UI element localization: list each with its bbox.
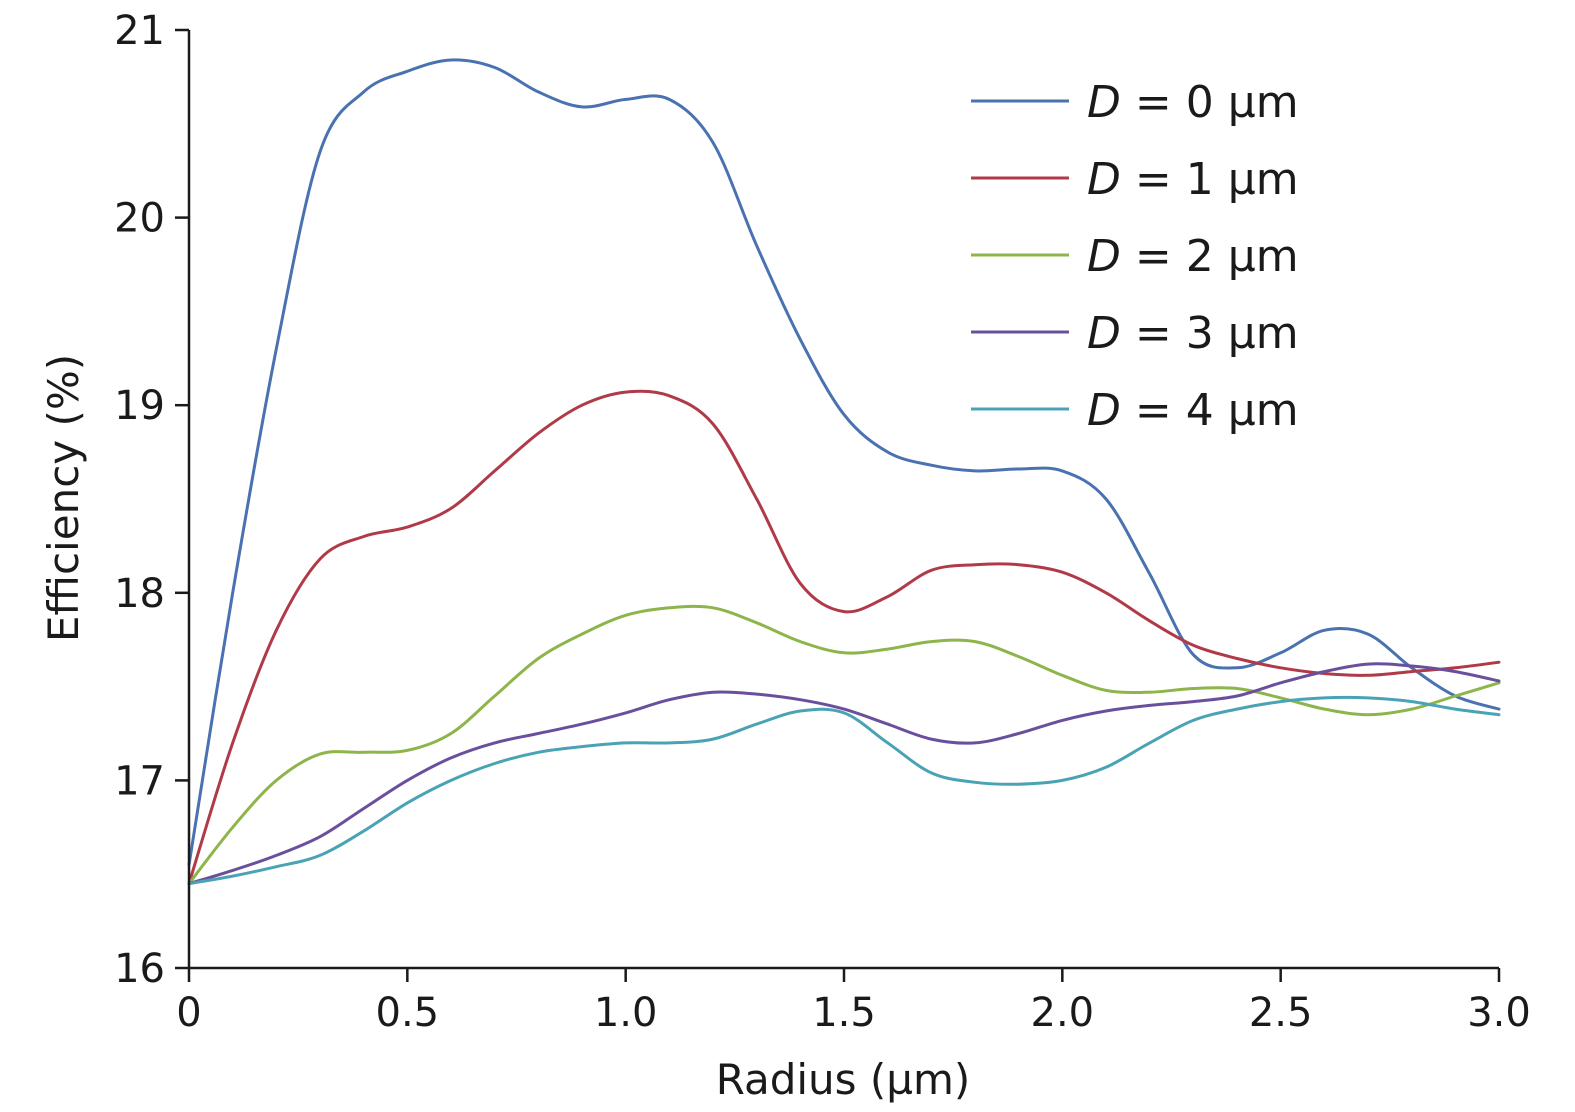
x-tick-label: 0	[176, 990, 201, 1036]
legend-label-1: D = 1 µm	[1087, 154, 1299, 205]
series-line-4	[187, 695, 1501, 886]
legend-label-2: D = 2 µm	[1087, 231, 1299, 282]
x-axis-label: Radius (µm)	[716, 1055, 971, 1104]
y-tick-label: 18	[114, 571, 165, 617]
y-axis-label: Efficiency (%)	[39, 354, 88, 642]
y-tick-label: 19	[114, 383, 165, 429]
series-line-3	[187, 662, 1501, 886]
y-tick-label: 17	[114, 758, 165, 804]
x-tick-label: 0.5	[376, 990, 440, 1036]
series-line-2	[187, 604, 1501, 886]
y-tick-label: 20	[114, 196, 165, 242]
x-tick-label: 1.0	[594, 990, 658, 1036]
legend-label-0: D = 0 µm	[1087, 77, 1299, 128]
y-tick-label: 16	[114, 946, 165, 992]
series-line-0	[187, 58, 1501, 867]
series-group	[187, 58, 1501, 886]
axes-group: 16 17 18 19 20 21 0 0.5 1.0 1.5 2.0 2.5 3.0	[114, 8, 1531, 1036]
x-tick-label: 3.0	[1467, 990, 1531, 1036]
legend-label-3: D = 3 µm	[1087, 308, 1299, 359]
legend-label-4: D = 4 µm	[1087, 385, 1299, 436]
legend: D = 0 µm D = 1 µm D = 2 µm D = 3 µm D = 4 µm	[971, 77, 1299, 436]
x-tick-label: 2.5	[1249, 990, 1313, 1036]
y-tick-label: 21	[114, 8, 165, 54]
series-line-1	[187, 389, 1501, 886]
x-tick-label: 1.5	[812, 990, 876, 1036]
x-tick-label: 2.0	[1031, 990, 1095, 1036]
